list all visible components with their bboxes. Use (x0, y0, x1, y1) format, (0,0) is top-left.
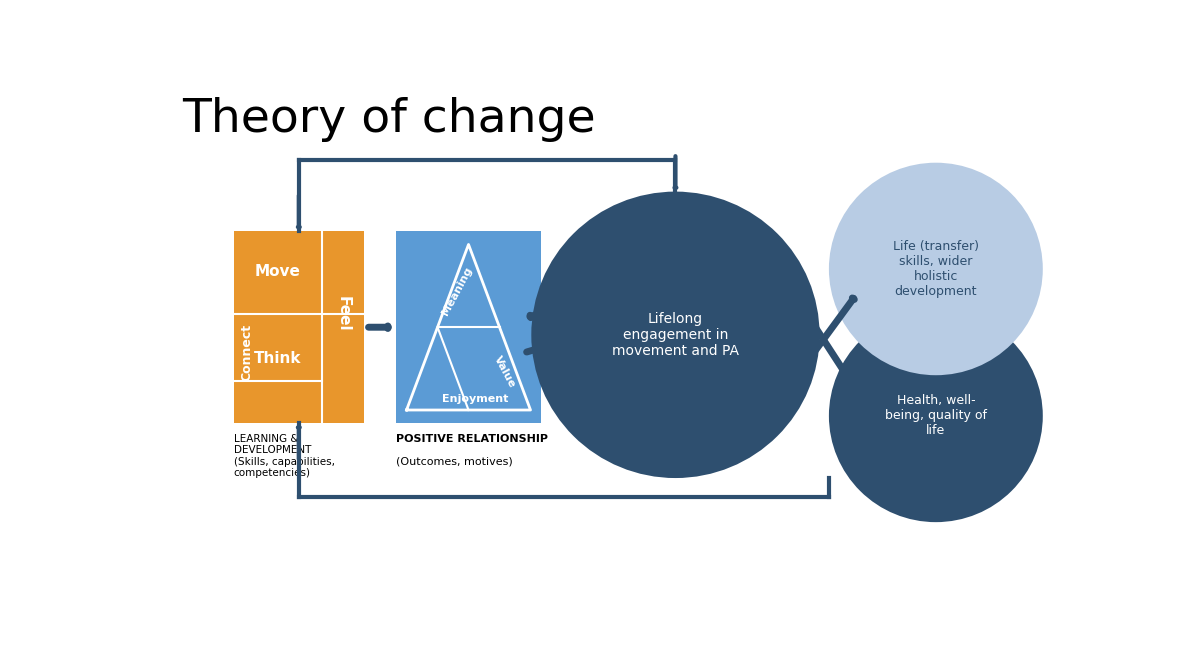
Ellipse shape (829, 310, 1043, 522)
FancyBboxPatch shape (396, 231, 541, 424)
Ellipse shape (829, 163, 1043, 375)
Text: (Outcomes, motives): (Outcomes, motives) (396, 457, 514, 467)
Text: Value: Value (492, 355, 517, 390)
Text: LEARNING &
DEVELOPMENT
(Skills, capabilities,
competencies): LEARNING & DEVELOPMENT (Skills, capabili… (234, 434, 335, 478)
Text: Feel: Feel (336, 296, 350, 332)
Text: Connect: Connect (240, 324, 253, 381)
Text: Life (transfer)
skills, wider
holistic
development: Life (transfer) skills, wider holistic d… (893, 240, 979, 298)
Text: Think: Think (254, 351, 301, 366)
Text: Health, well-
being, quality of
life: Health, well- being, quality of life (884, 394, 986, 438)
Text: Theory of change: Theory of change (182, 97, 596, 141)
Text: Meaning: Meaning (440, 265, 474, 316)
Text: POSITIVE RELATIONSHIP: POSITIVE RELATIONSHIP (396, 434, 548, 443)
Text: Enjoyment: Enjoyment (442, 394, 509, 404)
Text: Move: Move (256, 264, 301, 279)
FancyBboxPatch shape (234, 231, 364, 424)
Text: Lifelong
engagement in
movement and PA: Lifelong engagement in movement and PA (612, 312, 739, 358)
Ellipse shape (532, 191, 820, 478)
